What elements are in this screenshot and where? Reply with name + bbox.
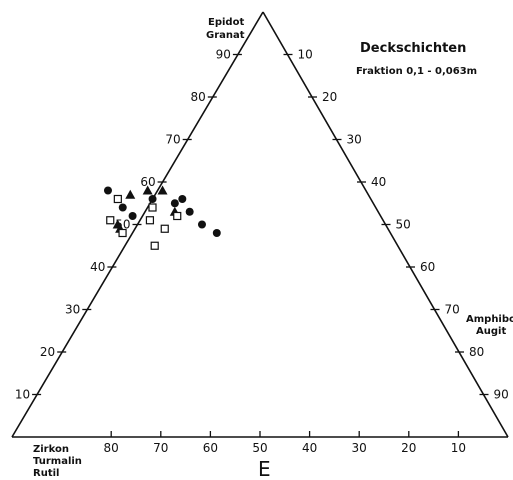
right-tick-label: 60 [420, 260, 435, 274]
bottom-tick-label: 20 [401, 441, 416, 455]
data-point-square [173, 211, 182, 221]
bottom-tick-label: 80 [104, 441, 119, 455]
data-point-triangle [142, 185, 153, 195]
bottom-tick-label: 60 [203, 441, 218, 455]
data-point-triangle [125, 189, 136, 199]
left-tick-label: 30 [65, 303, 80, 317]
axis-tick-labels: 10 20 30 40 50 60 70 80 90 10 20 30 40 50 60 70 80 90 80 70… [15, 48, 509, 456]
left-tick-label: 60 [140, 175, 155, 189]
bottom-tick-label: 70 [153, 441, 168, 455]
data-point-square [148, 203, 157, 212]
right-tick-label: 80 [469, 345, 484, 359]
left-tick-label: 10 [15, 388, 30, 402]
bottom-left-apex-label-3: Rutil [33, 468, 59, 479]
left-tick-label: 40 [90, 260, 105, 274]
right-tick-label: 90 [494, 388, 509, 402]
bottom-tick-label: 10 [451, 441, 466, 455]
top-apex-label-2: Granat [206, 30, 245, 41]
data-point-circle [170, 199, 179, 208]
left-tick-label: 80 [191, 90, 206, 104]
bottom-tick-label: 50 [252, 441, 267, 455]
right-tick-label: 30 [347, 133, 362, 147]
bottom-tick-label: 40 [302, 441, 317, 455]
bottom-axis-label: E [258, 457, 271, 480]
right-tick-label: 10 [298, 48, 313, 62]
left-tick-label: 70 [165, 133, 180, 147]
right-tick-label: 20 [322, 90, 337, 104]
data-point-square [106, 216, 115, 225]
data-point-circle [128, 212, 137, 220]
data-point-circle [197, 220, 206, 229]
bottom-left-apex-label-2: Turmalin [33, 456, 82, 467]
right-tick-label: 40 [371, 175, 386, 189]
data-point-square [113, 194, 122, 204]
right-tick-label: 70 [445, 303, 460, 317]
data-point-square [118, 228, 127, 238]
data-point-circle [103, 186, 112, 195]
right-tick-label: 50 [396, 218, 411, 232]
data-point-square [160, 224, 169, 233]
right-apex-label-1: Amphibol [466, 314, 513, 325]
data-point-triangle [157, 185, 168, 195]
bottom-left-apex-label-1: Zirkon [33, 444, 69, 455]
data-point-square [150, 241, 159, 250]
left-tick-label: 90 [216, 48, 231, 62]
data-point-circle [185, 207, 194, 216]
top-apex-label-1: Epidot [208, 17, 244, 28]
data-point-circle [212, 229, 221, 237]
data-point-square [145, 216, 155, 225]
data-point-circle [178, 195, 187, 203]
axis-ticks [32, 53, 489, 437]
chart-title: Deckschichten [360, 41, 466, 56]
data-point-circle [148, 195, 157, 203]
data-points [103, 185, 221, 250]
right-apex-label-2: Augit [476, 326, 506, 337]
bottom-tick-label: 30 [352, 441, 367, 455]
left-tick-label: 20 [40, 345, 55, 359]
data-point-circle [118, 203, 127, 212]
chart-subtitle: Fraktion 0,1 - 0,063m [356, 66, 477, 77]
